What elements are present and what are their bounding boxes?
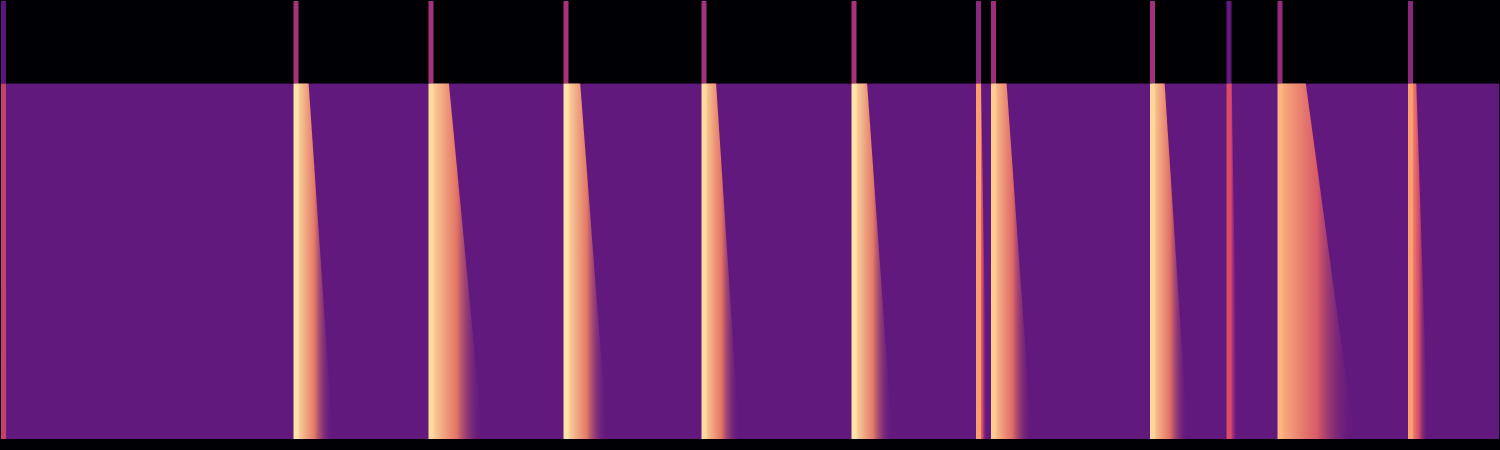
onset-decay <box>566 84 608 440</box>
onset-line <box>852 84 857 440</box>
onset-line-upper <box>976 0 981 84</box>
onset-line <box>1 84 6 440</box>
plot-frame <box>1 1 1500 440</box>
onset-decay <box>296 84 334 440</box>
background <box>0 0 1500 450</box>
noise-band <box>0 84 1500 440</box>
onset-line <box>1227 84 1232 440</box>
onset-line <box>991 84 996 440</box>
onset-line <box>294 84 299 440</box>
onset-line <box>1278 84 1283 440</box>
onset-decay <box>993 84 1032 440</box>
onset-decay <box>854 84 893 440</box>
onset-decay <box>431 84 484 440</box>
onset-line-upper <box>1150 0 1155 84</box>
onset-line-upper <box>991 0 996 84</box>
onset-decay <box>704 84 740 440</box>
onset-line <box>702 84 707 440</box>
onset-line <box>1150 84 1155 440</box>
onset-decay <box>1280 84 1355 440</box>
onset-line <box>564 84 569 440</box>
onset-line <box>429 84 434 440</box>
onset-line-upper <box>1278 0 1283 84</box>
onset-line-upper <box>1408 0 1413 84</box>
onset-line-upper <box>429 0 434 84</box>
onset-line <box>976 84 981 440</box>
onset-line-upper <box>1 0 6 84</box>
onset-line-upper <box>1227 0 1232 84</box>
onset-line-upper <box>564 0 569 84</box>
spectrogram-chart <box>0 0 1500 450</box>
onset-line-upper <box>852 0 857 84</box>
onset-line-upper <box>294 0 299 84</box>
plot-area <box>0 0 1500 440</box>
onset-line <box>1408 84 1413 440</box>
onset-line-upper <box>702 0 707 84</box>
onset-decay <box>1152 84 1188 440</box>
